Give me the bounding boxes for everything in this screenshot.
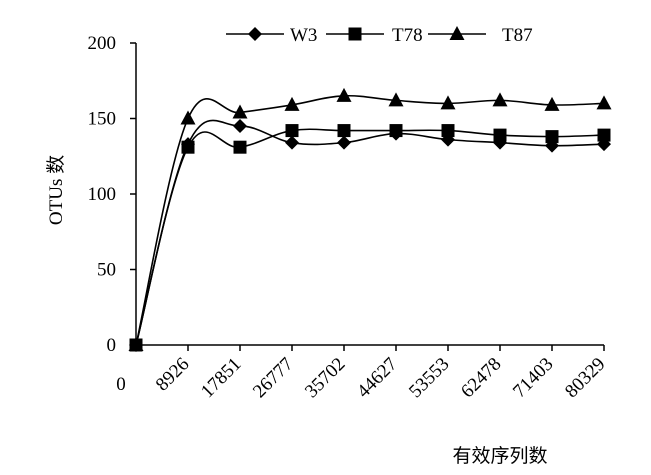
data-point-t87 (492, 92, 508, 107)
x-tick-label: 35702 (301, 354, 349, 402)
x-axis-label: 有效序列数 (452, 445, 547, 467)
data-point-t87 (440, 95, 456, 110)
data-point-t87 (232, 104, 248, 119)
data-point-t87 (336, 87, 352, 102)
data-point-t78 (285, 124, 299, 138)
data-point-t78 (493, 128, 507, 142)
y-tick-label: 0 (107, 335, 117, 356)
legend-marker-t78 (348, 27, 362, 41)
series-line-t78 (135, 128, 605, 346)
legend-marker-w3 (248, 27, 262, 41)
data-point-t78 (233, 140, 247, 154)
data-point-t78 (181, 140, 195, 154)
y-tick-label: 50 (97, 260, 116, 281)
data-point-t87 (596, 95, 612, 110)
data-point-t78 (545, 130, 559, 144)
data-point-w3 (337, 135, 351, 150)
legend: W3 T78 T87 (226, 25, 533, 46)
y-tick-label: 150 (88, 109, 117, 130)
y-axis-label: OTUs 数 (45, 155, 67, 225)
legend-label: T87 (502, 25, 533, 46)
y-tick-label: 200 (88, 33, 117, 54)
series-markers (128, 87, 612, 352)
data-point-t78 (597, 128, 611, 142)
series-line-t87 (135, 94, 605, 346)
x-tick-label: 71403 (509, 354, 557, 402)
x-tick-label: 53553 (405, 354, 453, 402)
data-point-t87 (388, 92, 404, 107)
legend-marker-t87 (449, 26, 465, 40)
data-point-t78 (337, 124, 351, 138)
data-point-t87 (284, 96, 300, 111)
y-tick-label: 100 (88, 184, 117, 205)
data-point-t78 (441, 124, 455, 138)
axes (130, 42, 605, 351)
legend-label: T78 (392, 25, 423, 46)
x-tick-label: 0 (116, 374, 126, 395)
data-point-t87 (180, 110, 196, 125)
x-tick-label: 26777 (249, 354, 297, 402)
x-tick-label: 80329 (561, 354, 609, 402)
series-line-w3 (135, 119, 605, 346)
x-tick-label: 44627 (353, 354, 401, 402)
x-tick-label: 8926 (152, 354, 194, 396)
x-tick-label: 17851 (197, 354, 245, 402)
data-point-w3 (233, 119, 247, 134)
data-point-t87 (544, 96, 560, 111)
series-lines (135, 94, 605, 346)
data-point-t78 (389, 124, 403, 138)
x-tick-label: 62478 (457, 354, 505, 402)
data-point-w3 (285, 135, 299, 150)
legend-label: W3 (290, 25, 317, 46)
